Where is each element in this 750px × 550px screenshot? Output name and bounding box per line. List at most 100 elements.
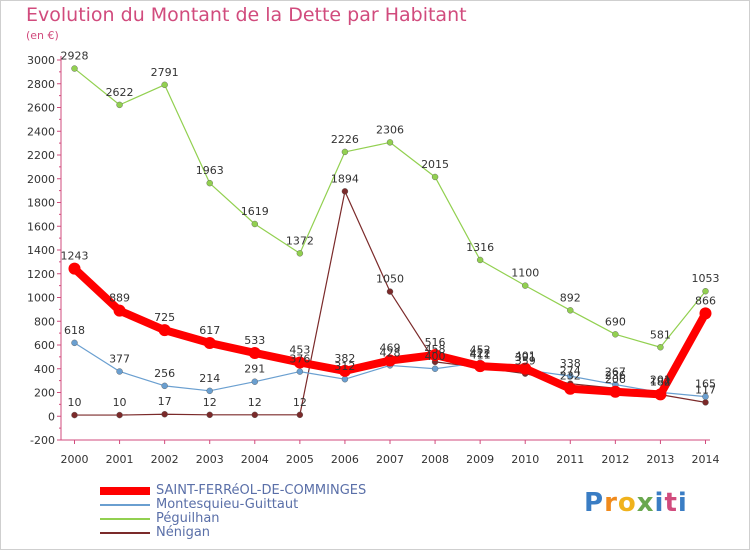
data-label: 428: [380, 346, 401, 359]
data-point: [251, 378, 258, 385]
data-label: 17: [158, 395, 172, 408]
legend-swatch: [100, 504, 150, 506]
x-tick-label: 2009: [466, 453, 494, 466]
data-point: [474, 360, 487, 373]
data-point: [567, 372, 574, 380]
data-label: 889: [109, 292, 130, 305]
data-point: [699, 307, 712, 320]
x-tick-label: 2014: [692, 453, 720, 466]
data-label: 10: [113, 396, 127, 409]
legend-label: Montesquieu-Guittaut: [156, 497, 299, 512]
data-label: 866: [695, 294, 716, 307]
y-tick-label: 2400: [27, 125, 55, 138]
data-label: 165: [695, 378, 716, 391]
x-tick-label: 2010: [511, 453, 539, 466]
legend-label: Péguilhan: [156, 511, 220, 526]
data-point: [71, 339, 78, 347]
data-label: 2015: [421, 158, 449, 171]
data-point: [386, 139, 394, 146]
y-tick-label: 800: [34, 315, 55, 328]
x-tick-label: 2001: [106, 453, 134, 466]
data-point: [384, 354, 396, 367]
y-tick-label: 1800: [27, 197, 55, 210]
data-label: 184: [650, 375, 671, 388]
data-point: [386, 288, 394, 295]
data-point: [158, 324, 171, 337]
data-label: 182: [650, 376, 671, 389]
data-point: [567, 307, 574, 314]
data-point: [296, 368, 304, 375]
data-label: 12: [293, 396, 307, 409]
proxiti-logo: Proxiti: [584, 488, 688, 518]
data-label: 1243: [61, 250, 89, 263]
data-label: 1050: [376, 273, 404, 286]
data-label: 382: [334, 352, 355, 365]
data-point: [251, 411, 258, 419]
data-label: 2622: [106, 86, 134, 99]
data-point: [654, 388, 667, 401]
legend-swatch: [100, 487, 150, 495]
data-point: [702, 399, 709, 406]
data-label: 516: [425, 336, 446, 349]
data-label: 117: [695, 383, 716, 396]
y-tick-label: 1600: [27, 220, 55, 233]
data-label: 1894: [331, 172, 359, 185]
data-label: 274: [560, 365, 581, 378]
data-point: [206, 411, 213, 419]
legend-swatch: [100, 532, 150, 534]
data-label: 892: [560, 291, 581, 304]
x-tick-label: 2005: [286, 453, 314, 466]
x-tick-label: 2008: [421, 453, 449, 466]
data-point: [296, 411, 304, 419]
data-point: [116, 411, 123, 419]
data-label: 1100: [511, 267, 539, 280]
data-label: 232: [560, 370, 581, 383]
data-point: [161, 382, 168, 390]
y-tick-label: 1000: [27, 292, 55, 305]
y-tick-label: 2200: [27, 149, 55, 162]
data-label: 618: [64, 324, 85, 337]
x-tick-label: 2012: [601, 453, 629, 466]
data-label: 400: [425, 350, 446, 363]
data-point: [429, 348, 442, 361]
data-point: [431, 173, 439, 181]
data-label: 267: [605, 366, 626, 379]
x-tick-label: 2007: [376, 453, 404, 466]
data-label: 201: [650, 373, 671, 386]
data-point: [161, 81, 168, 89]
x-tick-label: 2011: [556, 453, 584, 466]
data-label: 376: [289, 353, 310, 366]
data-label: 725: [154, 311, 175, 324]
data-point: [702, 393, 709, 400]
data-label: 452: [470, 344, 491, 357]
data-point: [338, 364, 351, 377]
data-point: [248, 346, 261, 359]
data-label: 391: [515, 351, 536, 364]
data-point: [612, 331, 619, 338]
x-tick-label: 2002: [151, 453, 179, 466]
data-label: 469: [380, 342, 401, 355]
data-label: 10: [68, 396, 82, 409]
chart-subtitle: (en €): [26, 29, 59, 42]
data-label: 214: [199, 372, 220, 385]
data-point: [296, 250, 304, 257]
data-label: 401: [515, 350, 536, 363]
data-point: [116, 368, 123, 375]
data-label: 2306: [376, 123, 404, 136]
data-label: 12: [203, 396, 217, 409]
data-point: [702, 288, 709, 295]
data-label: 338: [560, 357, 581, 370]
data-point: [206, 179, 213, 187]
data-label: 2791: [151, 66, 179, 79]
y-tick-label: -200: [30, 434, 55, 447]
data-label: 1053: [692, 272, 720, 285]
data-label: 690: [605, 315, 626, 328]
data-point: [341, 188, 349, 195]
data-label: 422: [470, 347, 491, 360]
x-tick-label: 2000: [61, 453, 89, 466]
data-point: [206, 387, 213, 395]
data-label: 1372: [286, 234, 314, 247]
data-point: [609, 385, 622, 398]
y-tick-label: 400: [34, 363, 55, 376]
data-point: [522, 282, 529, 289]
